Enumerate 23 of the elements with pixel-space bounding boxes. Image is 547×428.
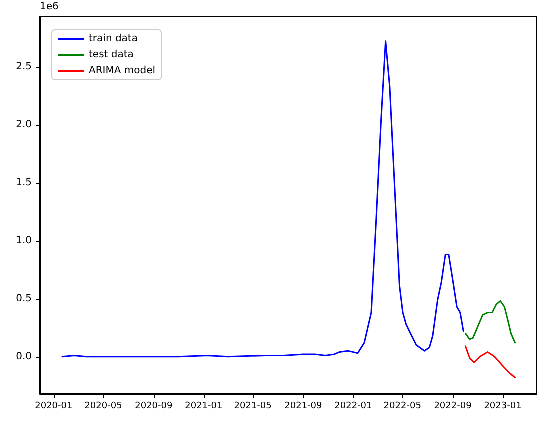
x-tick-label: 2021-01 bbox=[185, 402, 223, 412]
line-series bbox=[464, 300, 516, 344]
x-tick-label: 2020-09 bbox=[135, 402, 173, 412]
x-tick-label: 2021-09 bbox=[284, 402, 323, 412]
y-tick-label: 2.5 bbox=[16, 61, 32, 72]
x-tick-label: 2022-01 bbox=[334, 402, 372, 412]
y-tick-label: 2.0 bbox=[16, 119, 32, 130]
line-series bbox=[62, 40, 464, 358]
legend-label: test data bbox=[89, 50, 134, 60]
x-tick-label: 2022-09 bbox=[434, 402, 472, 412]
x-tick-label: 2021-05 bbox=[234, 402, 272, 412]
x-tick-label: 2022-05 bbox=[384, 402, 422, 412]
y-tick-label: 0.5 bbox=[16, 293, 32, 304]
legend-label: ARIMA model bbox=[89, 66, 156, 76]
x-tick-label: 2020-01 bbox=[35, 402, 73, 412]
y-tick-label: 0.0 bbox=[16, 351, 32, 362]
y-tick-label: 1.5 bbox=[16, 177, 32, 188]
y-tick-label: 1.0 bbox=[16, 235, 32, 246]
x-tick-label: 2020-05 bbox=[84, 402, 122, 412]
text: 1e6 bbox=[40, 2, 59, 12]
x-tick-label: 2023-01 bbox=[484, 402, 522, 412]
legend-label: train data bbox=[89, 34, 138, 44]
line-series bbox=[464, 346, 516, 379]
